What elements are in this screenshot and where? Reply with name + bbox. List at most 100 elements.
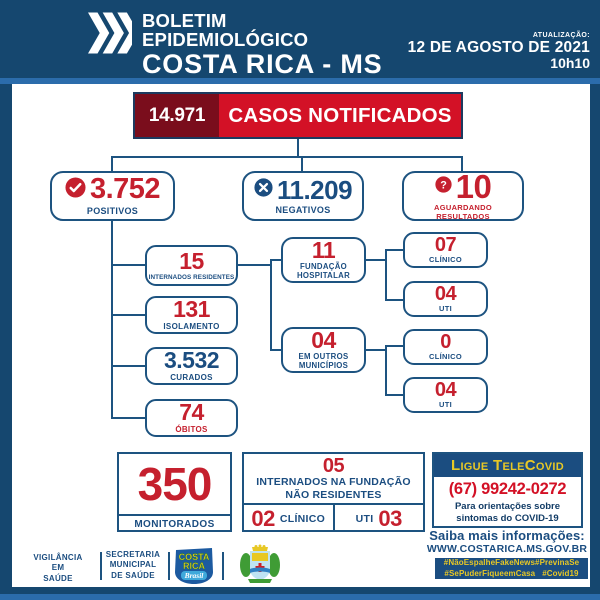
connector: [385, 299, 403, 301]
obitos-value: 74: [179, 399, 204, 426]
internados-residentes-label: INTERNADOS RESIDENTES: [148, 273, 235, 281]
connector: [111, 314, 145, 316]
telecovid-title: Ligue TeleCovid: [434, 454, 581, 477]
curados-box: 3.532 CURADOS: [145, 347, 238, 385]
fundacao-clinico-value: 07: [434, 234, 457, 257]
nao-residentes-uti-cell: UTI 03: [335, 505, 424, 532]
vigilancia-line: SAÚDE: [43, 573, 73, 583]
update-block: ATUALIZAÇÃO: 12 DE AGOSTO DE 2021 10h10: [408, 32, 590, 71]
connector: [111, 264, 145, 266]
internados-residentes-value: 15: [179, 247, 204, 274]
update-time: 10h10: [550, 55, 590, 72]
secretaria-municipal-label: SECRETARIA MUNICIPAL DE SAÚDE: [104, 550, 162, 581]
outros-uti-label: UTI: [439, 400, 452, 410]
connector: [111, 417, 145, 419]
connector: [385, 249, 387, 301]
more-info-label: Saiba mais informações:: [429, 528, 585, 543]
x-circle-icon: [254, 178, 273, 202]
website-url: WWW.COSTARICA.MS.GOV.BR: [426, 543, 588, 556]
vigilancia-line: VIGILÂNCIA: [33, 553, 83, 562]
svg-text:COSTA: COSTA: [179, 552, 210, 562]
cases-banner: 14.971 CASOS NOTIFICADOS: [133, 92, 463, 139]
isolamento-value: 131: [173, 296, 210, 323]
telecovid-note-1: Para orientações sobre: [454, 501, 561, 512]
negativos-value: 11.209: [276, 174, 353, 205]
positivos-value: 3.752: [89, 173, 161, 206]
header-divider: [0, 78, 600, 84]
nao-residentes-clinico-value: 02: [251, 505, 275, 531]
nao-residentes-clinico-label: CLÍNICO: [279, 512, 326, 525]
outros-label-1: EM OUTROS: [298, 352, 349, 362]
outros-clinico-box: 0 CLÍNICO: [403, 329, 488, 365]
vigilancia-line: EM: [51, 563, 65, 573]
fundacao-label-2: HOSPITALAR: [296, 271, 351, 280]
connector: [385, 394, 403, 396]
nao-residentes-uti-label: UTI: [355, 512, 374, 525]
connector: [111, 156, 463, 158]
obitos-box: 74 ÓBITOS: [145, 399, 238, 437]
fundacao-value: 11: [311, 237, 336, 264]
obitos-label: ÓBITOS: [175, 425, 208, 435]
triple-chevron-right-icon: [88, 11, 132, 60]
connector: [366, 259, 386, 261]
connector: [270, 349, 281, 351]
fundacao-clinico-label: CLÍNICO: [429, 255, 462, 265]
monitorados-label: MONITORADOS: [119, 514, 230, 532]
outros-value: 04: [311, 327, 336, 354]
connector: [301, 156, 303, 172]
fundacao-uti-value: 04: [434, 283, 457, 306]
internados-residentes-box: 15 INTERNADOS RESIDENTES: [145, 245, 238, 286]
connector: [385, 345, 403, 347]
svg-text:RICA: RICA: [183, 561, 205, 571]
aguardando-box: ? 10 AGUARDANDO RESULTADOS: [402, 168, 524, 221]
aguardando-value: 10: [455, 168, 492, 206]
connector: [111, 365, 145, 367]
fundacao-label-1: FUNDAÇÃO: [299, 262, 347, 272]
connector: [385, 345, 387, 396]
fundacao-uti-box: 04 UTI: [403, 281, 488, 317]
connector: [111, 156, 113, 172]
negativos-box: 11.209 NEGATIVOS: [242, 171, 364, 221]
outros-label-2: MUNICÍPIOS: [298, 361, 349, 370]
nao-residentes-label-2: NÃO RESIDENTES: [285, 488, 382, 501]
header-title-block: BOLETIM EPIDEMIOLÓGICO COSTA RICA - MS C…: [142, 11, 398, 95]
svg-text:Brasil: Brasil: [184, 571, 205, 580]
connector: [366, 349, 386, 351]
curados-label: CURADOS: [170, 373, 213, 383]
cases-total-label: CASOS NOTIFICADOS: [219, 94, 461, 137]
connector: [461, 156, 463, 172]
footer-divider: [100, 552, 102, 580]
costa-rica-brasil-logo: COSTA RICA Brasil: [172, 546, 216, 591]
isolamento-box: 131 ISOLAMENTO: [145, 296, 238, 334]
cases-total-value: 14.971: [135, 94, 219, 137]
hashtags-line-2: #SePuderFiqueemCasa #Covid19: [444, 568, 579, 578]
fundacao-uti-label: UTI: [439, 304, 452, 314]
outros-clinico-label: CLÍNICO: [429, 352, 462, 362]
positivos-label: POSITIVOS: [86, 206, 139, 217]
monitorados-box: 350 MONITORADOS: [117, 452, 232, 532]
question-circle-icon: ?: [435, 176, 452, 198]
outros-clinico-value: 0: [440, 331, 451, 354]
fundacao-hospitalar-box: 11 FUNDAÇÃO HOSPITALAR: [281, 237, 366, 283]
svg-text:?: ?: [440, 179, 447, 191]
update-label: ATUALIZAÇÃO:: [532, 32, 590, 39]
nao-residentes-label-1: INTERNADOS NA FUNDAÇÃO: [256, 476, 411, 489]
outros-uti-value: 04: [434, 379, 457, 402]
outros-municipios-box: 04 EM OUTROS MUNICÍPIOS: [281, 327, 366, 373]
footer-divider: [222, 552, 224, 580]
vigilancia-em-saude-label: VIGILÂNCIA EM SAÚDE: [28, 553, 88, 584]
update-date: 12 DE AGOSTO DE 2021: [407, 39, 590, 56]
bottom-divider: [0, 594, 600, 600]
connector: [385, 249, 403, 251]
monitorados-value: 350: [137, 458, 213, 510]
footer-divider: [168, 552, 170, 580]
hashtags-box: #NãoEspalheFakeNews#PrevinaSe #SePuderFi…: [435, 558, 588, 579]
negativos-label: NEGATIVOS: [275, 204, 331, 215]
city-title: COSTA RICA - MS: [142, 48, 383, 79]
check-circle-icon: [65, 177, 86, 203]
isolamento-label: ISOLAMENTO: [163, 322, 220, 332]
secretaria-line: MUNICIPAL: [109, 560, 157, 570]
secretaria-line: SECRETARIA: [105, 550, 161, 559]
secretaria-line: DE SAÚDE: [111, 570, 155, 580]
